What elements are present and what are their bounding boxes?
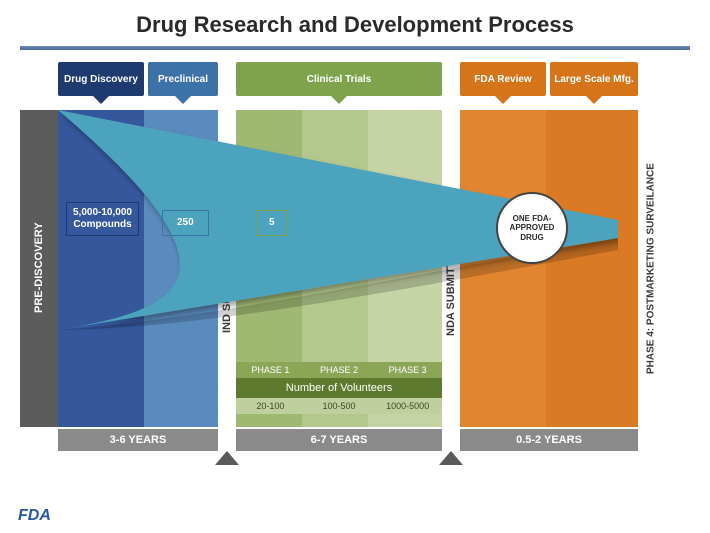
nda-label: NDA SUBMITTED TO FDA [442,110,460,427]
tab-label: Large Scale Mfg. [554,74,633,85]
title-underline [20,46,690,50]
stat-value: 250 [177,217,194,228]
tab-label: FDA Review [474,74,531,85]
phase4-label: PHASE 4: POSTMARKETING SURVEILANCE [638,110,664,427]
circle-text: ONE FDA-APPROVED DRUG [498,214,566,242]
col-preclinical [144,110,218,427]
tab-clinical: Clinical Trials [236,62,442,96]
phase-cell: PHASE 3 [373,362,442,378]
approved-drug-circle: ONE FDA-APPROVED DRUG [496,192,568,264]
vol-cell: 20-100 [236,398,305,414]
tab-preclinical: Preclinical [148,62,218,96]
col-mfg [546,110,638,427]
phase-labels-row: PHASE 1 PHASE 2 PHASE 3 [236,362,442,378]
stat-value: 5,000-10,000 [73,207,132,218]
volunteers-row: 20-100 100-500 1000-5000 [236,398,442,414]
tab-label: Drug Discovery [64,74,138,85]
tab-label: Clinical Trials [307,74,371,85]
volunteers-header: Number of Volunteers [236,378,442,398]
vol-cell: 1000-5000 [373,398,442,414]
fda-logo: FDA [18,507,51,525]
process-diagram: Drug Discovery Preclinical Clinical Tria… [20,62,690,477]
tab-label: Preclinical [158,74,208,85]
arrow-ind [215,451,239,465]
stat-preclinical: 250 [162,210,209,236]
stat-clinical: 5 [256,210,288,236]
page-title: Drug Research and Development Process [0,0,710,46]
tab-mfg: Large Scale Mfg. [550,62,638,96]
phase-cell: PHASE 2 [305,362,374,378]
stat-compounds: 5,000-10,000 Compounds [66,202,139,236]
tab-discovery: Drug Discovery [58,62,144,96]
ind-label: IND SUBMITTED TO FDA [218,110,236,427]
phase-cell: PHASE 1 [236,362,305,378]
timeline-discovery: 3-6 YEARS [58,429,218,451]
vol-cell: 100-500 [305,398,374,414]
stat-label: Compounds [73,219,131,230]
timeline-clinical: 6-7 YEARS [236,429,442,451]
prediscovery-label: PRE-DISCOVERY [20,158,58,377]
col-review [460,110,546,427]
timeline-review: 0.5-2 YEARS [460,429,638,451]
col-prediscovery: PRE-DISCOVERY [20,110,58,427]
stat-value: 5 [269,217,275,228]
tab-review: FDA Review [460,62,546,96]
col-discovery [58,110,144,427]
arrow-nda [439,451,463,465]
